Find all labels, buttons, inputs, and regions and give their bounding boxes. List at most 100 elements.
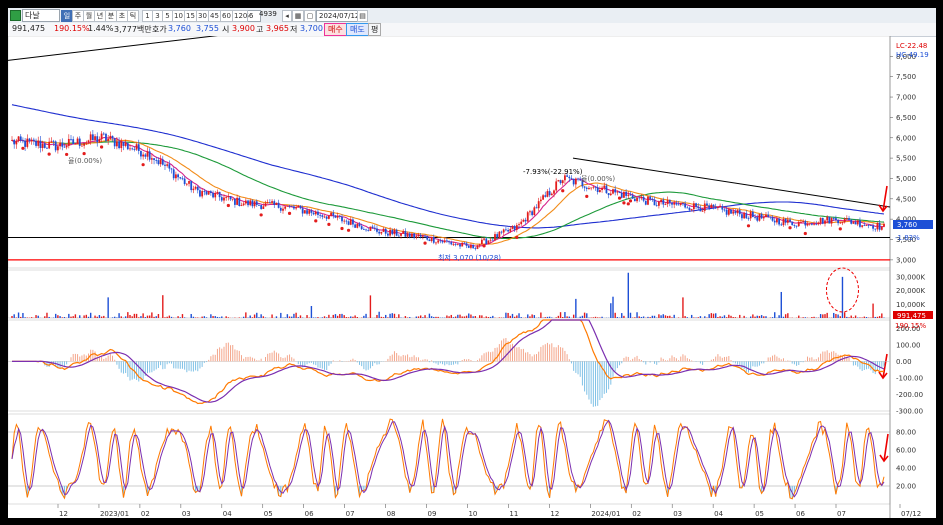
candle-body <box>743 213 746 219</box>
interval-button-45[interactable]: 45 <box>208 10 221 22</box>
volume-bar <box>813 316 815 318</box>
volume-bar <box>572 314 575 318</box>
settings-button[interactable]: ▦ <box>292 10 304 22</box>
candle-body <box>668 199 671 203</box>
volume-bar <box>835 313 837 318</box>
volume-bar <box>74 314 77 318</box>
candle-body <box>529 211 531 213</box>
signal-marker <box>47 152 51 156</box>
candle-body <box>760 213 763 219</box>
signal-marker <box>82 151 86 156</box>
volume-bar <box>822 314 824 318</box>
volume-bar <box>326 317 328 318</box>
candle-body <box>227 196 230 198</box>
volume-bar <box>435 316 437 318</box>
candle-body <box>185 183 188 185</box>
volume-bar <box>474 316 477 318</box>
period-button-2[interactable]: 월 <box>83 10 95 22</box>
red-arrowhead-0 <box>878 204 888 213</box>
quote-change-pct: 190.15% <box>54 24 90 33</box>
toggle-button[interactable]: ▢ <box>304 10 316 22</box>
price-tick-label: 7,500 <box>896 73 916 81</box>
candle-body <box>332 212 335 216</box>
sell-button[interactable]: 매도 <box>346 23 369 36</box>
candle-body <box>730 209 732 214</box>
interval-button-120[interactable]: 120 <box>232 10 248 22</box>
volume-bar <box>114 316 116 318</box>
candle-body <box>15 140 18 145</box>
candle-body <box>638 197 641 199</box>
candle-body <box>435 242 437 244</box>
signal-marker <box>141 163 145 167</box>
candle-body <box>295 207 298 209</box>
candle-body <box>406 233 409 237</box>
volume-bar <box>638 316 640 318</box>
panel-frame-vol <box>8 269 891 319</box>
stoch-tick-label: 20.00 <box>896 483 916 491</box>
candle-body <box>603 185 606 188</box>
candle-body <box>314 211 317 215</box>
volume-bar <box>865 317 868 318</box>
calendar-icon[interactable]: ▤ <box>357 10 368 22</box>
volume-bar <box>579 316 581 318</box>
volume-bar <box>343 315 345 318</box>
volume-bar <box>190 313 192 318</box>
candle-body <box>46 147 48 149</box>
volume-bar <box>881 313 883 318</box>
period-button-5[interactable]: 초 <box>116 10 128 22</box>
candle-body <box>28 138 31 141</box>
candle-body <box>651 199 654 200</box>
candle-body <box>83 143 86 146</box>
volume-bar <box>218 317 221 318</box>
candle-body <box>367 230 370 232</box>
signal-marker <box>617 196 622 200</box>
stock-chart[interactable]: 3,000 3,500 4,000 4,500 5,000 5,500 6,000 6,500… <box>8 36 936 518</box>
candle-body <box>642 196 645 201</box>
volume-bar <box>468 313 470 318</box>
signal-marker <box>803 231 807 236</box>
candle-body <box>19 136 22 141</box>
candle-body <box>856 220 859 225</box>
avg-button[interactable]: 평 <box>368 23 382 36</box>
candle-body <box>253 201 256 207</box>
candle-body <box>391 229 394 235</box>
volume-bar <box>610 303 612 318</box>
candle-body <box>518 224 520 226</box>
volume-bar <box>529 316 531 318</box>
volume-bar <box>406 317 409 318</box>
quote-ask: 3,760 <box>168 24 191 33</box>
volume-bar <box>61 317 63 318</box>
volume-bar <box>507 312 509 318</box>
prev-button[interactable]: ◂ <box>282 10 292 22</box>
x-tick-label: 07 <box>346 510 355 518</box>
candle-body <box>511 226 514 229</box>
x-tick-label: 03 <box>673 510 682 518</box>
volume-bar <box>559 312 562 318</box>
candle-body <box>96 136 99 143</box>
candle-body <box>623 191 625 198</box>
candle-body <box>633 198 636 202</box>
x-tick-label: 02 <box>141 510 150 518</box>
candle-body <box>821 217 824 224</box>
candle-body <box>13 139 16 145</box>
period-button-6[interactable]: 틱 <box>127 10 139 22</box>
stock-name[interactable]: 다날 <box>22 9 60 22</box>
buy-button[interactable]: 매수 <box>324 23 347 36</box>
x-tick-label: 03 <box>182 510 191 518</box>
signal-marker <box>65 152 69 157</box>
candle-body <box>647 196 649 205</box>
low-label: 저 <box>290 25 298 34</box>
candle-body <box>306 210 308 214</box>
stoch-d-line <box>11 419 885 498</box>
candle-body <box>194 186 197 189</box>
candle-body <box>594 186 597 188</box>
candle-body <box>89 134 92 141</box>
candle-body <box>568 176 571 179</box>
candle-body <box>725 209 728 215</box>
date-input[interactable]: 2024/07/12 <box>316 10 360 22</box>
candle-body <box>874 228 877 230</box>
candle-body <box>325 216 328 219</box>
volume-bar <box>662 314 664 318</box>
candle-body <box>776 218 778 223</box>
candle-body <box>572 178 575 185</box>
